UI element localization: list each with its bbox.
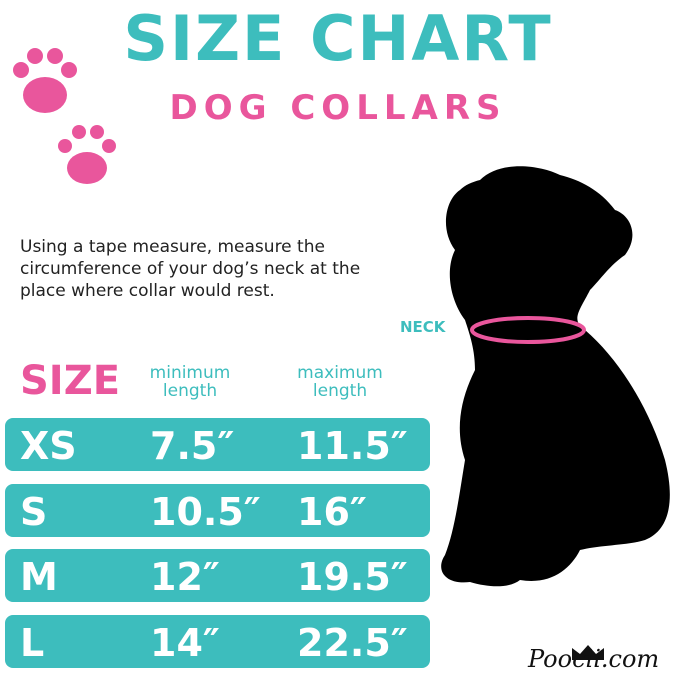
size-cell: L <box>20 621 45 665</box>
size-row-xs: XS 7.5″ 11.5″ <box>5 418 430 471</box>
max-header-line1: maximum <box>297 363 383 383</box>
size-cell: M <box>20 555 58 599</box>
page-subtitle: DOG COLLARS <box>169 88 507 128</box>
paw-print-icon <box>13 48 116 184</box>
size-row-l: L 14″ 22.5″ <box>5 615 430 668</box>
brand-logo: Poocii.com <box>528 645 660 673</box>
instructions: Using a tape measure, measure the circum… <box>20 237 361 301</box>
page-title: SIZE CHART <box>123 2 553 75</box>
min-cell: 14″ <box>150 621 220 665</box>
dog-silhouette <box>441 166 670 587</box>
size-row-m: M 12″ 19.5″ <box>5 549 430 602</box>
min-length-header: minimum length <box>140 364 240 400</box>
crown-icon <box>572 645 604 660</box>
size-header: SIZE <box>20 358 121 404</box>
size-row-s: S 10.5″ 16″ <box>5 484 430 537</box>
max-cell: 22.5″ <box>297 621 408 665</box>
max-header-line2: length <box>312 381 368 401</box>
max-length-header: maximum length <box>290 364 390 400</box>
size-cell: S <box>20 490 48 534</box>
size-cell: XS <box>20 424 77 468</box>
min-header-line1: minimum <box>149 363 231 383</box>
min-header-line2: length <box>162 381 218 401</box>
min-cell: 10.5″ <box>150 490 261 534</box>
min-cell: 12″ <box>150 555 220 599</box>
max-cell: 16″ <box>297 490 367 534</box>
neck-label: NECK <box>400 318 446 336</box>
max-cell: 19.5″ <box>297 555 408 599</box>
max-cell: 11.5″ <box>297 424 408 468</box>
min-cell: 7.5″ <box>150 424 235 468</box>
